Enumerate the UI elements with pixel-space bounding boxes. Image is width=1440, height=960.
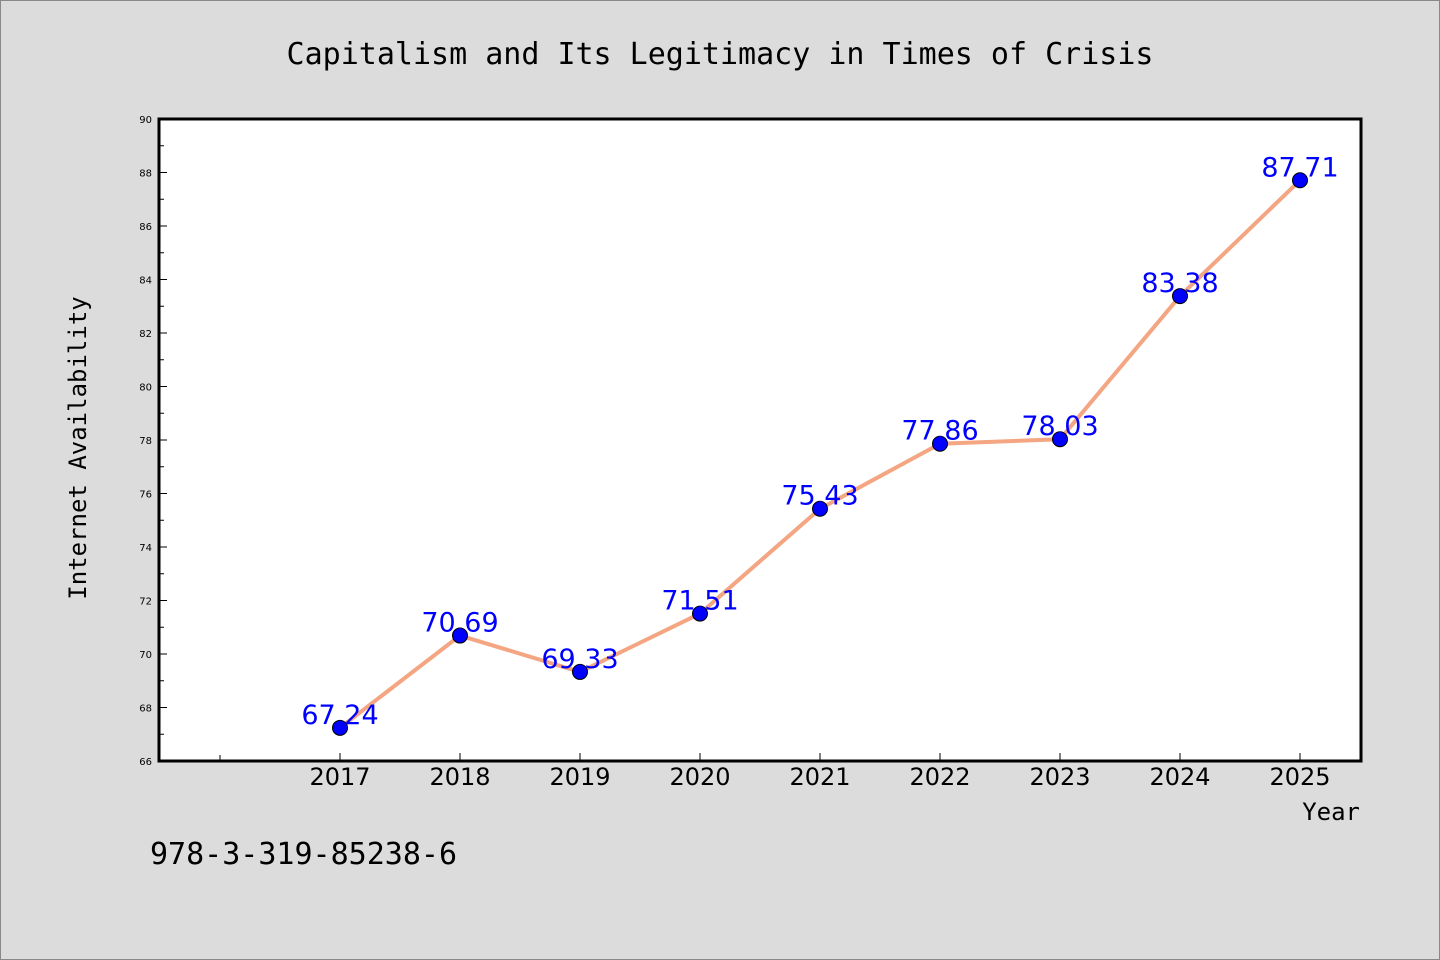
data-label: 78.03 bbox=[1021, 411, 1098, 442]
x-tick-label: 2019 bbox=[549, 763, 610, 791]
y-tick-label: 68 bbox=[139, 704, 152, 715]
data-label: 71.51 bbox=[661, 586, 738, 617]
data-point bbox=[1292, 172, 1308, 189]
y-tick-label: 84 bbox=[139, 276, 152, 287]
data-point bbox=[932, 435, 948, 452]
y-tick-label: 70 bbox=[139, 650, 152, 661]
x-tick-label: 2021 bbox=[789, 763, 850, 791]
chart-title: Capitalism and Its Legitimacy in Times o… bbox=[287, 37, 1154, 72]
data-label: 70.69 bbox=[421, 608, 498, 639]
y-tick-label: 80 bbox=[139, 383, 152, 394]
data-point bbox=[1172, 288, 1188, 305]
x-axis: 2017 2018 2019 2020 2021 2022 2023 2024 2025 bbox=[219, 753, 1331, 791]
data-label: 77.86 bbox=[901, 416, 978, 447]
data-point bbox=[692, 605, 708, 622]
y-tick-label: 66 bbox=[139, 757, 152, 768]
x-tick-label: 2025 bbox=[1269, 763, 1330, 791]
y-tick-label: 82 bbox=[139, 329, 152, 340]
data-label: 69.33 bbox=[541, 644, 618, 675]
y-axis: 66 68 70 72 74 76 78 80 82 84 86 88 90 bbox=[139, 115, 167, 768]
data-label: 67.24 bbox=[301, 700, 378, 731]
series-line-group bbox=[332, 172, 1308, 736]
y-tick-label: 74 bbox=[139, 543, 152, 554]
x-tick-label: 2020 bbox=[669, 763, 730, 791]
x-tick-label: 2022 bbox=[909, 763, 970, 791]
plot-area bbox=[157, 117, 1363, 763]
data-point bbox=[1052, 431, 1068, 448]
data-point bbox=[332, 719, 348, 736]
data-labels-group: 67.24 70.69 69.33 71.51 75.43 77.86 78.03 83.38… bbox=[301, 152, 1338, 731]
y-axis-label: Internet Availability bbox=[64, 296, 92, 599]
x-tick-label: 2023 bbox=[1029, 763, 1090, 791]
y-tick-label: 90 bbox=[139, 115, 152, 126]
y-tick-label: 78 bbox=[139, 436, 152, 447]
isbn-footer: 978-3-319-85238-6 bbox=[150, 837, 457, 872]
x-tick-label: 2017 bbox=[309, 763, 370, 791]
x-tick-label: 2018 bbox=[429, 763, 490, 791]
y-tick-label: 88 bbox=[139, 169, 152, 180]
y-tick-label: 76 bbox=[139, 490, 152, 501]
x-tick-label: 2024 bbox=[1149, 763, 1210, 791]
data-label: 83.38 bbox=[1141, 268, 1218, 299]
y-tick-label: 86 bbox=[139, 222, 152, 233]
data-label: 75.43 bbox=[781, 481, 858, 512]
x-axis-label: Year bbox=[1302, 798, 1360, 826]
data-point bbox=[812, 500, 828, 517]
y-tick-label: 72 bbox=[139, 597, 152, 608]
data-point bbox=[452, 627, 468, 644]
data-label: 87.71 bbox=[1261, 152, 1338, 183]
data-point bbox=[572, 663, 588, 680]
